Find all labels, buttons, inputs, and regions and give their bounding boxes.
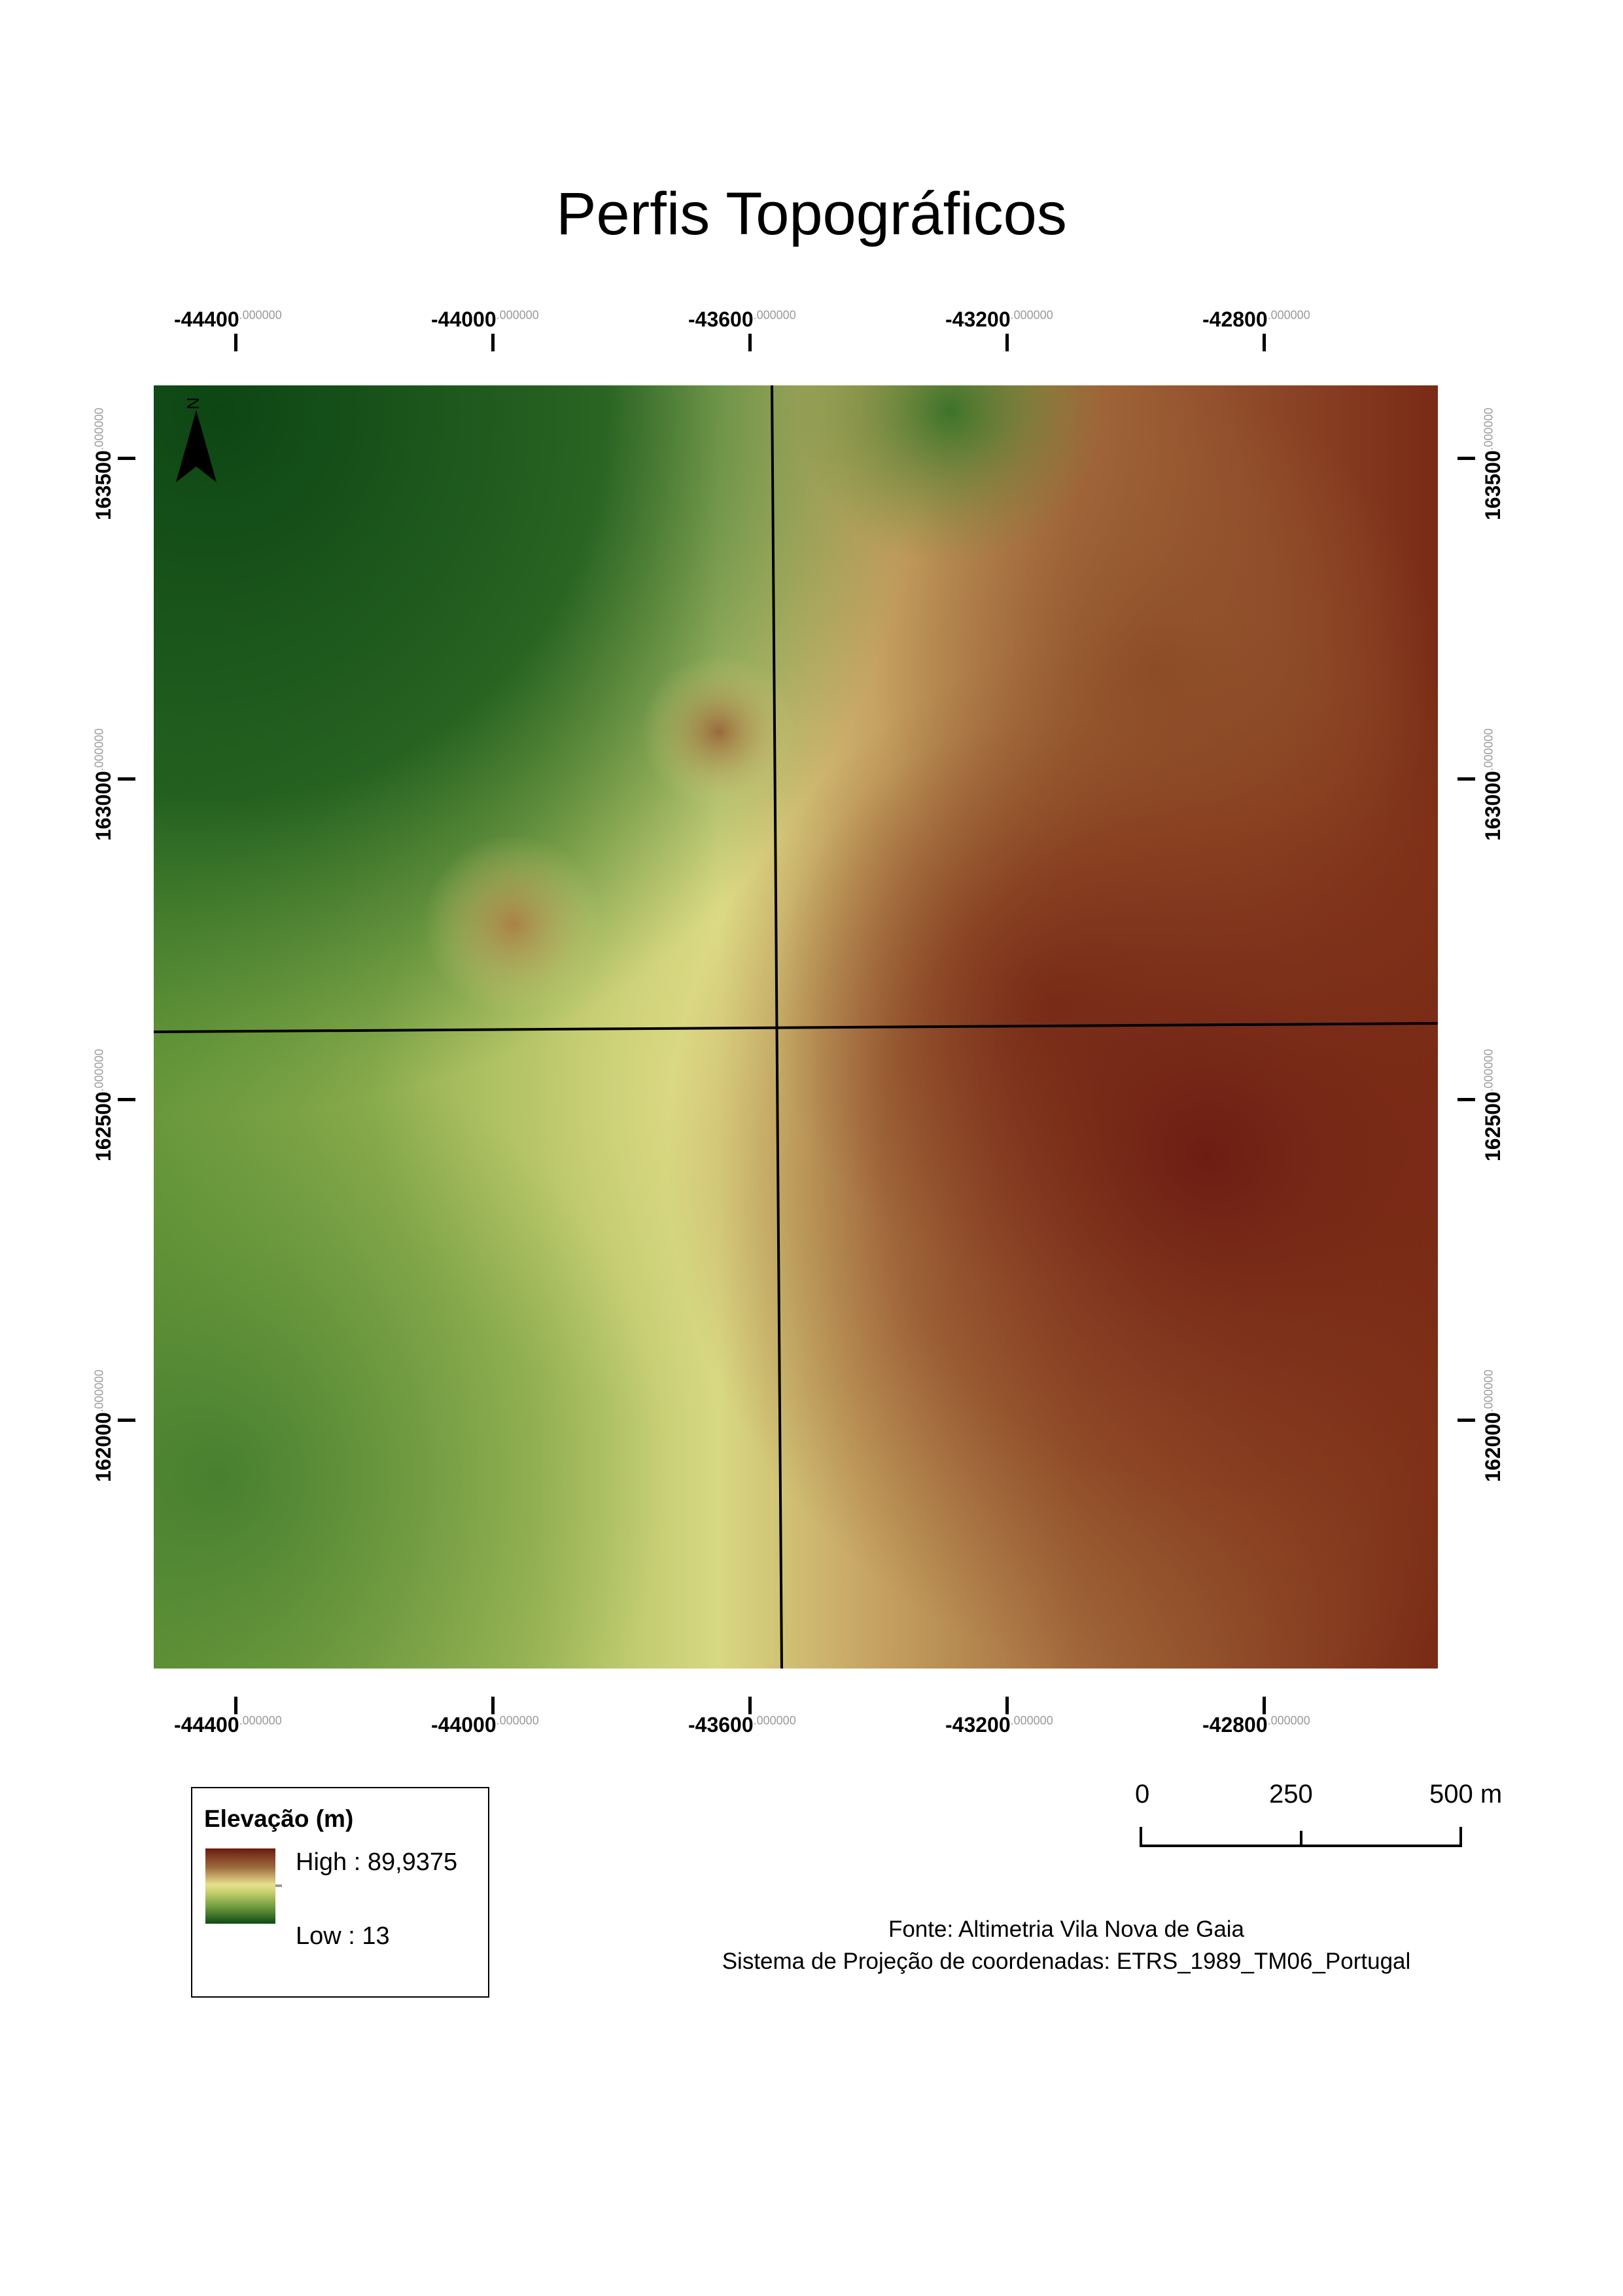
legend: Elevação (m) High : 89,9375 Low : 13 [191, 1787, 489, 1998]
x-tick-label-top-2: -44000.000000 [431, 308, 539, 331]
x-tick-label-bottom-4: -43200.000000 [945, 1713, 1053, 1737]
x-tick-mark-bottom-2 [491, 1697, 495, 1714]
legend-title: Elevação (m) [204, 1805, 354, 1832]
scale-label-250: 250 [1269, 1780, 1313, 1809]
scale-bar: 0 250 500 m [1135, 1780, 1503, 1852]
x-tick-label-top-4: -43200.000000 [945, 308, 1053, 331]
x-tick-mark-bottom-4 [1005, 1697, 1009, 1714]
y-tick-label-right-3: 162500.000000 [1481, 1049, 1505, 1161]
x-tick-label-bottom-2: -44000.000000 [431, 1713, 539, 1737]
x-tick-mark-top-2 [491, 334, 495, 351]
profile-line-horizontal [154, 1022, 1438, 1033]
y-tick-label-left-1: 163500.000000 [92, 408, 115, 520]
legend-ramp-tick [275, 1884, 282, 1887]
legend-color-ramp [205, 1848, 275, 1924]
y-tick-label-left-2: 163000.000000 [92, 728, 115, 841]
x-tick-mark-bottom-5 [1263, 1697, 1266, 1714]
elevation-raster [154, 385, 1438, 1669]
y-tick-label-right-1: 163500.000000 [1481, 408, 1505, 520]
source-line-1: Fonte: Altimetria Vila Nova de Gaia [888, 1916, 1245, 1942]
x-tick-label-top-1: -44400.000000 [174, 308, 282, 331]
y-tick-mark-right-4 [1457, 1419, 1475, 1422]
scale-bar-tick-250 [1300, 1831, 1302, 1847]
x-tick-mark-bottom-1 [234, 1697, 237, 1714]
north-arrow: N [173, 385, 219, 482]
elevation-map[interactable]: N [154, 385, 1438, 1669]
y-tick-label-right-4: 162000.000000 [1481, 1369, 1505, 1482]
x-tick-mark-bottom-3 [748, 1697, 752, 1714]
scale-label-500: 500 m [1429, 1780, 1503, 1809]
north-letter: N [183, 397, 203, 410]
x-tick-mark-top-5 [1263, 334, 1266, 351]
x-tick-label-top-3: -43600.000000 [688, 308, 796, 331]
north-arrow-icon [176, 410, 217, 482]
y-tick-mark-right-1 [1457, 457, 1475, 460]
x-tick-label-bottom-5: -42800.000000 [1202, 1713, 1310, 1737]
y-tick-label-left-4: 162000.000000 [92, 1369, 115, 1482]
x-tick-mark-top-1 [234, 334, 237, 351]
scale-bar-tick-500 [1459, 1827, 1462, 1847]
legend-low-label: Low : 13 [296, 1922, 390, 1950]
x-tick-mark-top-4 [1005, 334, 1009, 351]
scale-label-0: 0 [1135, 1780, 1150, 1809]
x-tick-label-top-5: -42800.000000 [1202, 308, 1310, 331]
x-tick-label-bottom-1: -44400.000000 [174, 1713, 282, 1737]
profile-line-vertical [771, 385, 783, 1669]
y-tick-label-left-3: 162500.000000 [92, 1049, 115, 1161]
y-tick-mark-left-3 [118, 1098, 135, 1101]
x-tick-label-bottom-3: -43600.000000 [688, 1713, 796, 1737]
y-tick-mark-right-2 [1457, 777, 1475, 781]
y-tick-label-right-2: 163000.000000 [1481, 728, 1505, 841]
y-tick-mark-right-3 [1457, 1098, 1475, 1101]
source-note: Fonte: Altimetria Vila Nova de Gaia Sist… [589, 1913, 1544, 1977]
legend-high-label: High : 89,9375 [296, 1848, 458, 1876]
y-tick-mark-left-2 [118, 777, 135, 781]
source-line-2: Sistema de Projeção de coordenadas: ETRS… [722, 1949, 1411, 1974]
y-tick-mark-left-1 [118, 457, 135, 460]
x-tick-mark-top-3 [748, 334, 752, 351]
scale-bar-tick-0 [1140, 1827, 1142, 1847]
y-tick-mark-left-4 [118, 1419, 135, 1422]
map-title: Perfis Topográficos [556, 181, 1067, 247]
